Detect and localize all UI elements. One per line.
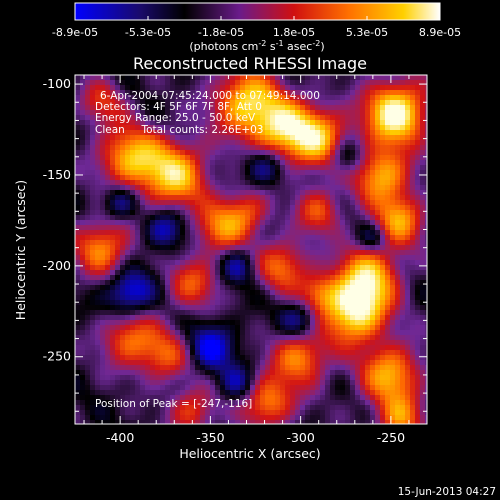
footer-date: 15-Jun-2013 04:27 (398, 486, 496, 498)
colorbar: -8.9e-05 -5.3e-05 -1.8e-05 1.8e-05 5.3e-05 8.… (52, 2, 461, 53)
colorbar-tick-label: -8.9e-05 (52, 26, 98, 39)
annotation-energy: Energy Range: 25.0 - 50.0 keV (95, 112, 256, 124)
annotation-peak: Position of Peak = [-247,-116] (95, 398, 252, 410)
x-tick-labels: -400 -350 -300 -250 (106, 430, 405, 445)
colorbar-tick-labels: -8.9e-05 -5.3e-05 -1.8e-05 1.8e-05 5.3e-05 8.… (52, 26, 461, 39)
x-tick-label: -350 (196, 430, 224, 445)
plot-frame (74, 74, 428, 425)
colorbar-tick-label: 8.9e-05 (419, 26, 461, 39)
colorbar-tick-label: -1.8e-05 (198, 26, 244, 39)
chart-title: Reconstructed RHESSI Image (133, 54, 367, 73)
x-tick-label: -400 (106, 430, 134, 445)
colorbar-tick-label: 5.3e-05 (346, 26, 388, 39)
colorbar-tick-label: 1.8e-05 (273, 26, 315, 39)
axis-ticks (75, 75, 428, 424)
annotation-detectors: Detectors: 4F 5F 6F 7F 8F, Att 0 (95, 101, 262, 113)
colorbar-gradient (74, 2, 441, 21)
x-tick-label: -250 (377, 430, 405, 445)
x-axis-label: Heliocentric X (arcsec) (179, 446, 320, 461)
y-tick-label: -100 (43, 76, 71, 91)
heatmap-image (75, 75, 427, 424)
colorbar-unit: (photons cm-2 s-1 asec-2) (189, 39, 324, 53)
y-tick-label: -250 (43, 349, 71, 364)
y-tick-labels: -100 -150 -200 -250 (43, 76, 71, 364)
annotations: 6-Apr-2004 07:45:24.000 to 07:49:14.000 … (95, 90, 320, 410)
y-tick-label: -150 (43, 167, 71, 182)
annotation-time-range: 6-Apr-2004 07:45:24.000 to 07:49:14.000 (100, 90, 320, 102)
x-tick-label: -300 (286, 430, 314, 445)
annotation-clean: Clean Total counts: 2.26E+03 (95, 124, 264, 136)
colorbar-ticks (74, 16, 441, 20)
y-axis-label: Heliocentric Y (arcsec) (13, 180, 28, 320)
y-tick-label: -200 (43, 258, 71, 273)
colorbar-tick-label: -5.3e-05 (125, 26, 171, 39)
